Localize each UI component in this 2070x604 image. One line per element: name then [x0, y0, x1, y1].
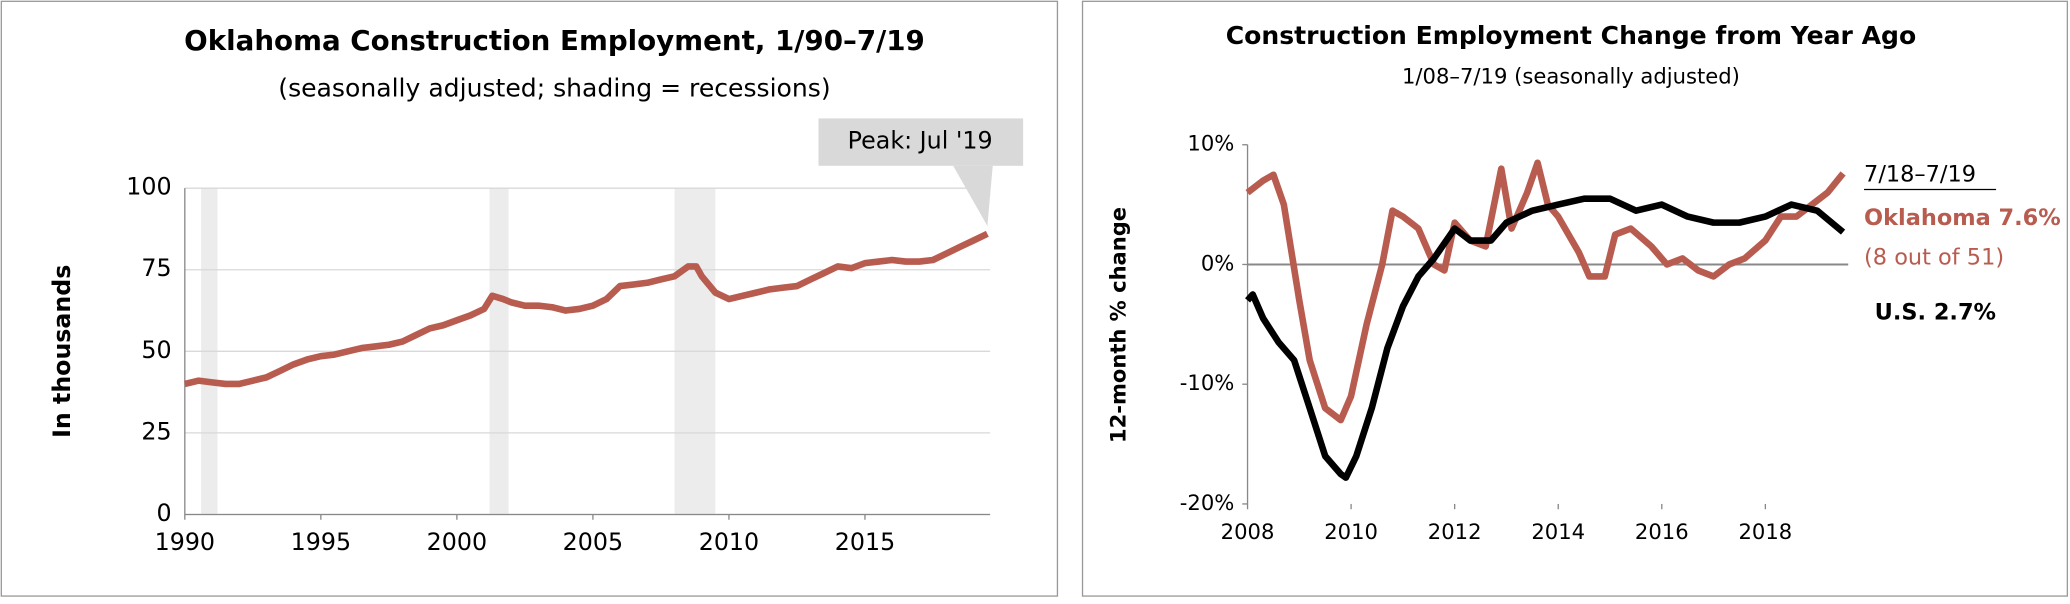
- annotation: Peak: Jul '19: [848, 127, 993, 155]
- series-line: [1245, 159, 1846, 424]
- x-tick-label: 2018: [1738, 519, 1792, 544]
- chart-title: Construction Employment Change from Year…: [1226, 21, 1916, 50]
- x-tick-label: 2015: [835, 528, 895, 556]
- y-tick-label: 0: [157, 499, 172, 527]
- x-tick-label: 2005: [563, 528, 623, 556]
- chart-subtitle: (seasonally adjusted; shading = recessio…: [278, 74, 830, 103]
- x-tick-label: 2010: [1324, 519, 1378, 544]
- series-line: [1245, 195, 1846, 481]
- x-tick-label: 1995: [291, 528, 351, 556]
- series-line: [184, 230, 989, 388]
- y-axis-label: In thousands: [48, 265, 76, 438]
- y-tick-label: 25: [141, 417, 171, 445]
- legend-note: (8 out of 51): [1864, 244, 2004, 270]
- y-tick-label: 10%: [1187, 131, 1234, 156]
- y-tick-label: 50: [141, 336, 171, 364]
- annotation-pointer: [953, 165, 993, 226]
- x-tick-label: 2010: [699, 528, 759, 556]
- y-tick-label: -20%: [1180, 490, 1235, 515]
- x-tick-label: 2008: [1221, 519, 1275, 544]
- x-tick-label: 2000: [427, 528, 487, 556]
- y-tick-label: 75: [141, 254, 171, 282]
- y-axis-label: 12-month % change: [1105, 207, 1130, 443]
- x-tick-label: 2016: [1635, 519, 1689, 544]
- legend-entry: U.S. 2.7%: [1875, 300, 1996, 326]
- panel-border: [1081, 0, 2069, 597]
- x-tick-label: 1990: [155, 528, 215, 556]
- chart-title: Oklahoma Construction Employment, 1/90–7…: [184, 24, 925, 57]
- x-tick-label: 2014: [1531, 519, 1585, 544]
- y-tick-label: -10%: [1180, 370, 1235, 395]
- panel-border: [0, 0, 1059, 597]
- x-tick-label: 2012: [1428, 519, 1482, 544]
- chart-subtitle: 1/08–7/19 (seasonally adjusted): [1402, 64, 1740, 89]
- legend-entry: Oklahoma 7.6%: [1864, 205, 2061, 231]
- legend-title: 7/18–7/19: [1864, 162, 1976, 188]
- annotation-box: [818, 118, 1024, 166]
- y-tick-label: 0%: [1201, 250, 1235, 275]
- y-tick-label: 100: [126, 173, 171, 201]
